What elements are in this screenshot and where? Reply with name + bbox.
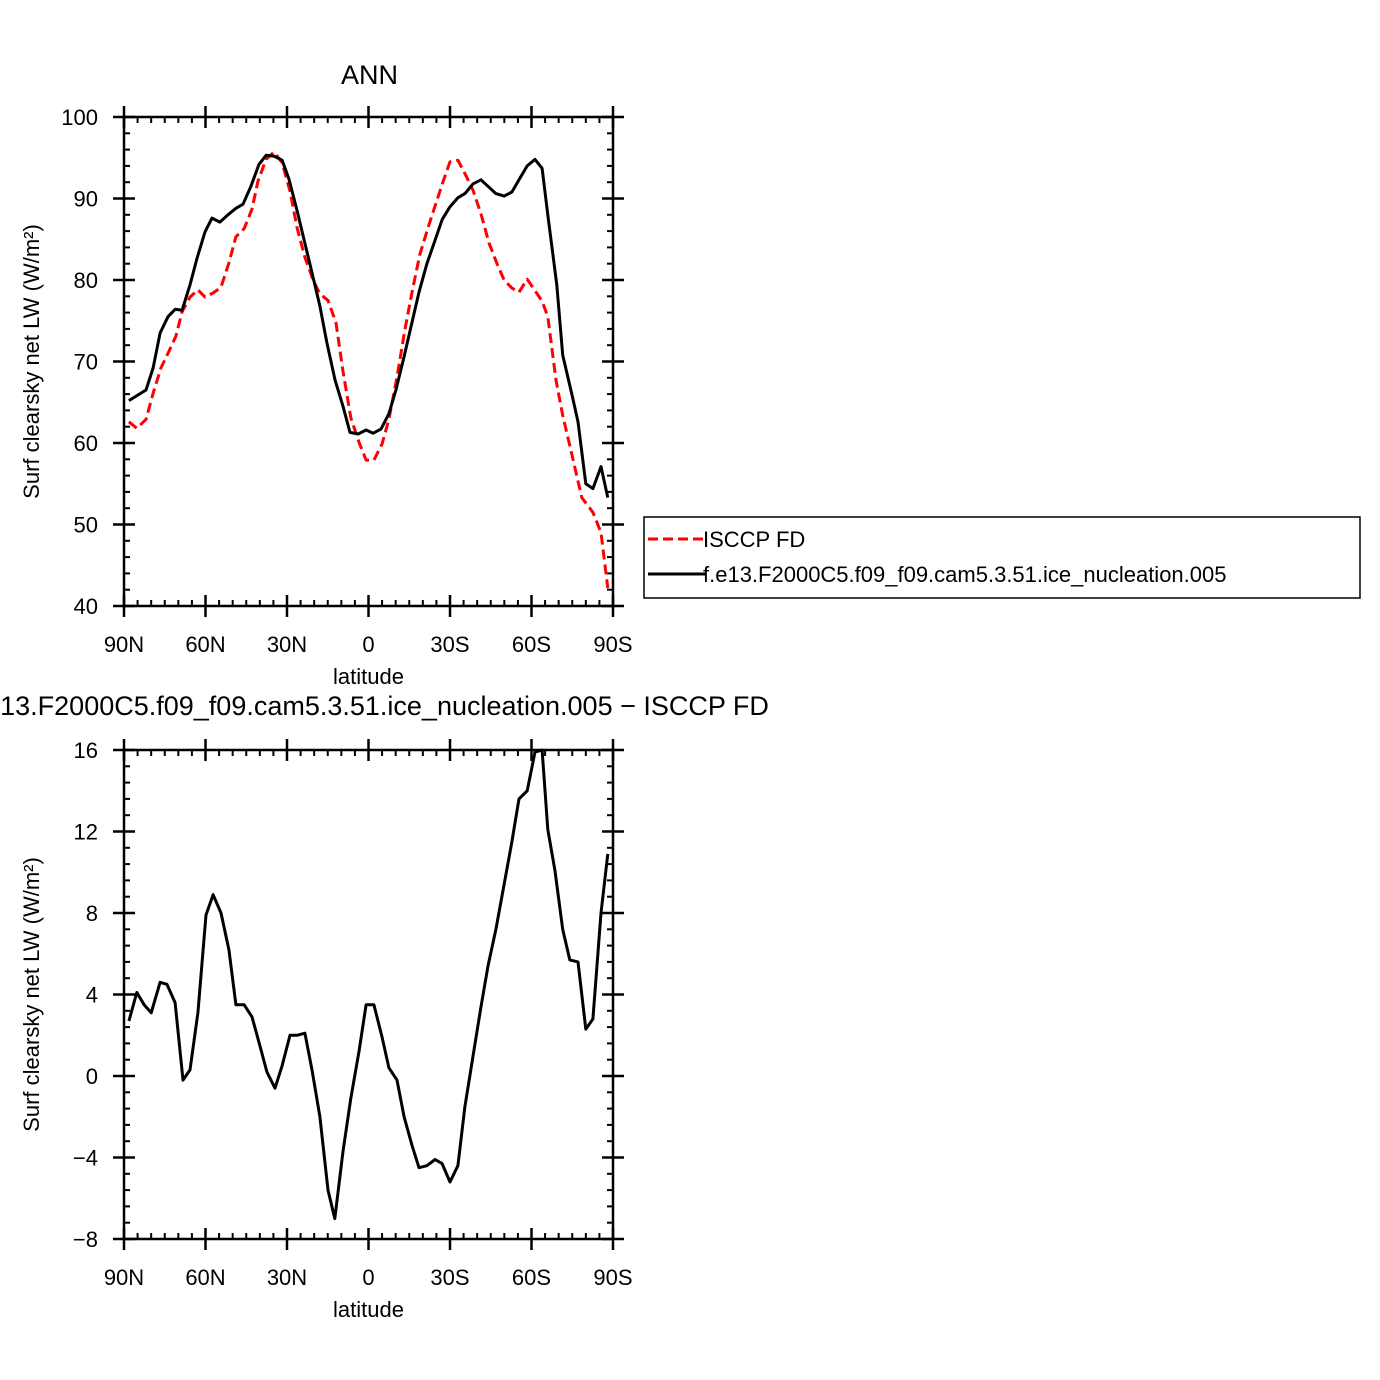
y-axis-label: Surf clearsky net LW (W/m²) — [19, 224, 44, 499]
y-tick-label: 12 — [74, 820, 98, 845]
x-tick-label: 60N — [185, 1265, 225, 1290]
y-tick-label: 40 — [74, 594, 98, 619]
y-tick-label: −4 — [73, 1146, 98, 1171]
x-tick-label: 90S — [593, 632, 632, 657]
y-tick-label: 50 — [74, 513, 98, 538]
x-tick-label: 30S — [430, 1265, 469, 1290]
x-tick-label: 60N — [185, 632, 225, 657]
chart-title: f.e13.F2000C5.f09_f09.cam5.3.51.ice_nucl… — [0, 691, 769, 721]
y-tick-label: 8 — [86, 901, 98, 926]
y-tick-label: 4 — [86, 983, 98, 1008]
y-tick-label: 80 — [74, 268, 98, 293]
x-tick-label: 30N — [267, 632, 307, 657]
y-axis-label: Surf clearsky net LW (W/m²) — [19, 857, 44, 1132]
plot-frame — [122, 748, 615, 1241]
x-tick-label: 30N — [267, 1265, 307, 1290]
y-tick-label: 60 — [74, 431, 98, 456]
x-tick-label: 90S — [593, 1265, 632, 1290]
x-tick-label: 0 — [362, 632, 374, 657]
y-tick-label: 100 — [61, 105, 98, 130]
plot-frame — [122, 115, 615, 608]
x-tick-label: 90N — [104, 632, 144, 657]
y-tick-label: 16 — [74, 738, 98, 763]
x-axis-label: latitude — [333, 1297, 404, 1322]
x-tick-label: 60S — [512, 632, 551, 657]
y-tick-label: 90 — [74, 187, 98, 212]
x-tick-label: 0 — [362, 1265, 374, 1290]
legend-label: ISCCP FD — [703, 527, 805, 552]
y-tick-label: −8 — [73, 1227, 98, 1252]
chart-title: ANN — [341, 60, 398, 90]
x-tick-label: 90N — [104, 1265, 144, 1290]
y-tick-label: 0 — [86, 1064, 98, 1089]
x-tick-label: 60S — [512, 1265, 551, 1290]
y-tick-label: 70 — [74, 350, 98, 375]
legend-label: f.e13.F2000C5.f09_f09.cam5.3.51.ice_nucl… — [703, 562, 1227, 587]
x-axis-label: latitude — [333, 664, 404, 689]
legend-box — [643, 516, 1361, 599]
x-tick-label: 30S — [430, 632, 469, 657]
data-line — [128, 153, 610, 498]
data-line — [127, 748, 610, 1221]
data-line — [127, 150, 610, 589]
